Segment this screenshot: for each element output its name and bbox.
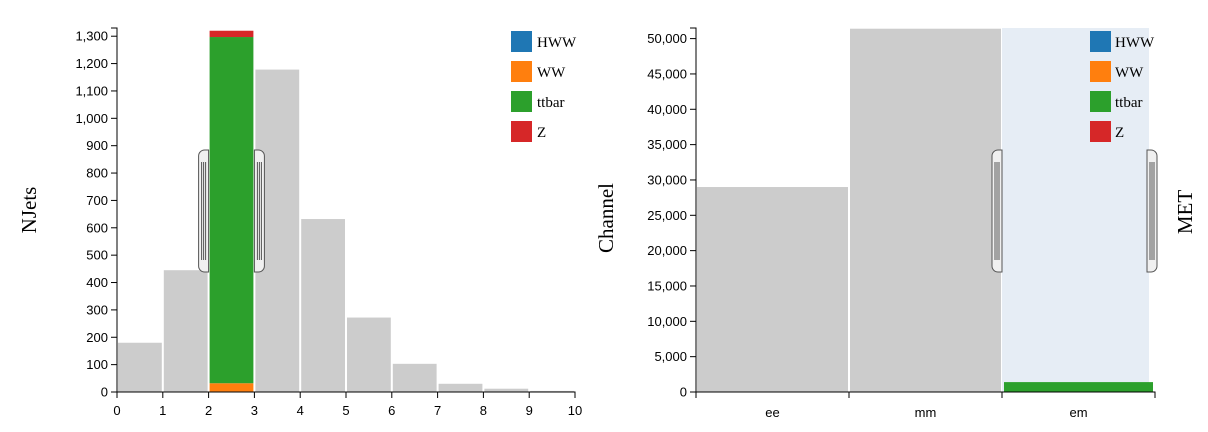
njets-legend-label: WW — [537, 65, 566, 81]
channel-x-tick-label: em — [1069, 405, 1087, 420]
channel-brush-area[interactable] — [1002, 28, 1149, 392]
njets-x-tick-label: 4 — [297, 403, 304, 418]
channel-y-tick-label: 5,000 — [654, 349, 687, 364]
njets-y-tick-label: 600 — [86, 220, 108, 235]
channel-y-axis-line — [690, 27, 697, 393]
njets-bar-0 — [118, 342, 162, 392]
njets-x-tick-label: 0 — [113, 403, 120, 418]
njets-y-tick-label: 1,000 — [75, 111, 108, 126]
channel-legend-swatch-ttbar — [1090, 91, 1111, 112]
channel-bar-mm — [850, 28, 1001, 393]
channel-stack-ttbar — [1004, 382, 1153, 392]
njets-legend-swatch-ttbar — [511, 91, 532, 112]
channel-y-axis-title: Channel — [594, 183, 618, 253]
njets-bar-9 — [530, 390, 574, 392]
channel-y-tick-label: 40,000 — [647, 102, 687, 117]
njets-y-tick-label: 300 — [86, 302, 108, 317]
njets-stack-z — [209, 30, 254, 38]
njets-x-tick-label: 2 — [205, 403, 212, 418]
channel-bars — [697, 28, 1153, 393]
njets-y-axis-title: NJets — [17, 187, 41, 234]
njets-y-tick-label: 900 — [86, 138, 108, 153]
njets-y-tick-label: 100 — [86, 357, 108, 372]
channel-x-tick-label: ee — [765, 405, 779, 420]
channel-x-axis: ee mm em — [695, 391, 1156, 420]
njets-selected-stack — [209, 30, 254, 392]
njets-x-tick-label: 8 — [480, 403, 487, 418]
channel-brush[interactable] — [991, 149, 1158, 273]
njets-y-tick-label: 1,200 — [75, 56, 108, 71]
channel-legend-swatch-z — [1090, 121, 1111, 142]
njets-legend-label: HWW — [537, 35, 577, 51]
njets-bar-7 — [438, 383, 483, 392]
njets-y-tick-label: 400 — [86, 275, 108, 290]
channel-y-tick-label: 20,000 — [647, 243, 687, 258]
channel-legend-label: ttbar — [1115, 95, 1143, 111]
njets-x-tick-label: 10 — [568, 403, 582, 418]
channel-legend-swatch-hww — [1090, 31, 1111, 52]
njets-bar-4 — [301, 219, 345, 392]
njets-stack-ww — [209, 383, 254, 392]
channel-brush-extent — [1002, 28, 1149, 392]
njets-legend-swatch-ww — [511, 61, 532, 82]
njets-x-tick-label: 5 — [342, 403, 349, 418]
channel-y-tick-label: 25,000 — [647, 208, 687, 223]
njets-legend: HWW WW ttbar Z — [511, 31, 577, 142]
njets-y-tick-label: 500 — [86, 248, 108, 263]
channel-y-tick-label: 0 — [680, 385, 687, 400]
channel-y-axis: 0 5,000 10,000 15,000 20,000 25,000 30,000 35,0… — [647, 27, 697, 400]
channel-x-axis-line — [695, 391, 1156, 398]
channel-y-tick-label: 50,000 — [647, 31, 687, 46]
channel-legend-label: HWW — [1115, 35, 1155, 51]
njets-legend-swatch-hww — [511, 31, 532, 52]
njets-chart: 01002003004005006007008009001,0001,1001,… — [17, 27, 582, 418]
njets-y-tick-label: 1,300 — [75, 29, 108, 44]
njets-y-axis: 0 100 200 300 400 500 600 700 800 900 1,000 1,100 1,… — [75, 27, 118, 400]
channel-y-tick-label: 45,000 — [647, 66, 687, 81]
channel-legend-swatch-ww — [1090, 61, 1111, 82]
channel-y-tick-label: 15,000 — [647, 278, 687, 293]
njets-bar-8 — [484, 388, 529, 392]
channel-legend: HWW WW ttbar Z — [1090, 31, 1155, 142]
njets-bar-1 — [163, 270, 208, 392]
njets-x-axis: 0 1 2 3 4 5 6 7 8 9 10 — [113, 391, 582, 418]
njets-y-tick-label: 1,100 — [75, 83, 108, 98]
met-label: MET — [1173, 190, 1197, 235]
njets-bar-6 — [392, 363, 437, 392]
channel-y-tick-label: 10,000 — [647, 314, 687, 329]
channel-legend-label: Z — [1115, 125, 1124, 141]
njets-legend-label: ttbar — [537, 95, 565, 111]
njets-x-tick-label: 9 — [526, 403, 533, 418]
njets-y-tick-label: 800 — [86, 166, 108, 181]
channel-x-tick-label: mm — [915, 405, 937, 420]
channel-y-tick-label: 35,000 — [647, 137, 687, 152]
njets-bars — [118, 69, 574, 392]
channel-chart: 0 5,000 10,000 15,000 20,000 25,000 30,000 35,0… — [594, 27, 1197, 420]
njets-stack-ttbar — [209, 37, 254, 384]
channel-bar-ee — [697, 187, 848, 392]
njets-bar-5 — [347, 317, 391, 392]
njets-legend-label: Z — [537, 125, 546, 141]
njets-x-tick-label: 1 — [159, 403, 166, 418]
njets-y-tick-label: 700 — [86, 193, 108, 208]
njets-x-tick-label: 3 — [251, 403, 258, 418]
njets-y-tick-label: 200 — [86, 330, 108, 345]
njets-x-tick-label: 6 — [388, 403, 395, 418]
njets-y-tick-label: 0 — [101, 385, 108, 400]
njets-legend-swatch-z — [511, 121, 532, 142]
channel-legend-label: WW — [1115, 65, 1144, 81]
njets-x-tick-label: 7 — [434, 403, 441, 418]
njets-brush[interactable] — [198, 149, 265, 273]
channel-y-tick-label: 30,000 — [647, 172, 687, 187]
